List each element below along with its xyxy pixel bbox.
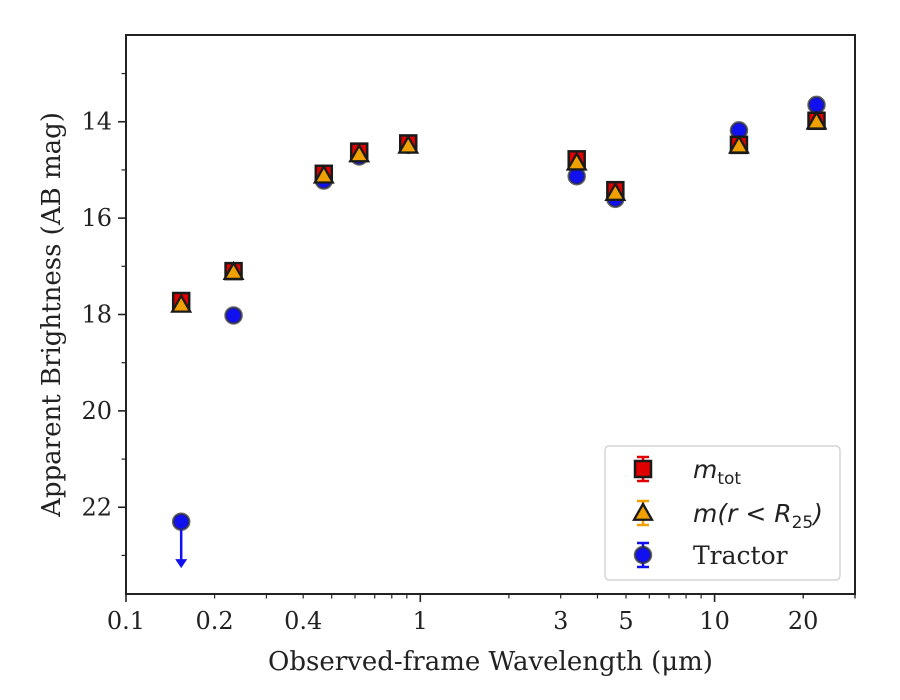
data-marks — [170, 95, 828, 569]
x-axis-label: Observed-frame Wavelength (μm) — [268, 647, 713, 677]
legend-label: mtot — [693, 455, 741, 489]
legend-box — [604, 445, 841, 581]
x-tick-label: 5 — [618, 607, 633, 635]
series-m-tot — [171, 111, 826, 311]
x-tick-label: 3 — [553, 607, 568, 635]
point-m-r25 — [170, 293, 193, 313]
legend: mtot m(r < R25) Tractor — [604, 445, 841, 581]
point-tractor — [224, 306, 243, 325]
x-tick-label: 0.1 — [107, 607, 145, 635]
axis-tick-labels: 0.1 0.2 0.4 1 3 5 10 20 14 16 18 20 22 — [81, 108, 818, 635]
legend-label: Tractor — [693, 541, 788, 570]
legend-marker-triangle — [632, 501, 654, 521]
upper-limit-arrowhead — [175, 559, 188, 569]
point-tractor — [171, 512, 191, 531]
x-tick-label: 10 — [699, 607, 730, 635]
legend-marker-square — [633, 459, 653, 479]
point-m-r25 — [348, 143, 371, 163]
x-tick-label: 0.2 — [196, 607, 234, 635]
point-m-r25 — [397, 134, 420, 154]
series-m-r25 — [170, 110, 828, 313]
x-tick-label: 0.4 — [284, 607, 322, 635]
legend-label: m(r < R25) — [693, 499, 823, 533]
point-m-r25 — [604, 181, 627, 201]
y-tick-label: 22 — [81, 493, 112, 521]
point-m-r25 — [222, 260, 245, 280]
legend-marker-circle — [633, 545, 653, 565]
y-tick-label: 16 — [81, 204, 112, 232]
y-tick-label: 18 — [81, 301, 112, 329]
y-tick-label: 20 — [81, 397, 112, 425]
x-tick-label: 20 — [788, 607, 819, 635]
y-axis-label: Apparent Brightness (AB mag) — [37, 112, 67, 518]
point-m-r25 — [727, 134, 750, 154]
plot-frame — [125, 34, 856, 595]
point-m-r25 — [805, 110, 828, 130]
point-m-r25 — [565, 151, 588, 171]
y-tick-label: 14 — [81, 108, 112, 136]
point-m-r25 — [312, 164, 335, 184]
x-tick-label: 1 — [413, 607, 428, 635]
